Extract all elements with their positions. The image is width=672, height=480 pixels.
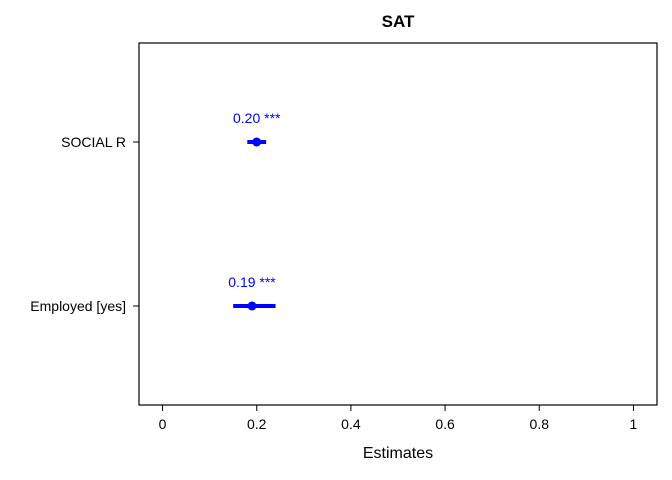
- plot-panel: [138, 42, 658, 406]
- y-tick-label: SOCIAL R: [61, 134, 126, 150]
- y-tick-label: Employed [yes]: [30, 298, 126, 314]
- x-axis-label: Estimates: [363, 445, 433, 462]
- estimate-label: 0.20 ***: [233, 110, 281, 126]
- x-axis: 0 0.2 0.4 0.6 0.8 1: [159, 405, 638, 432]
- x-tick-label: 1: [630, 416, 638, 432]
- estimate-label: 0.19 ***: [228, 274, 276, 290]
- chart-title: SAT: [382, 12, 415, 31]
- x-tick-label: 0.8: [530, 416, 550, 432]
- x-tick-label: 0: [159, 416, 167, 432]
- x-tick-label: 0.4: [341, 416, 361, 432]
- x-tick-label: 0.6: [435, 416, 455, 432]
- estimate-point: [252, 137, 262, 147]
- y-axis: SOCIAL R Employed [yes]: [30, 134, 139, 314]
- estimate-point: [247, 301, 257, 311]
- estimate-marks: 0.20 *** 0.19 ***: [228, 110, 281, 311]
- x-tick-label: 0.2: [247, 416, 267, 432]
